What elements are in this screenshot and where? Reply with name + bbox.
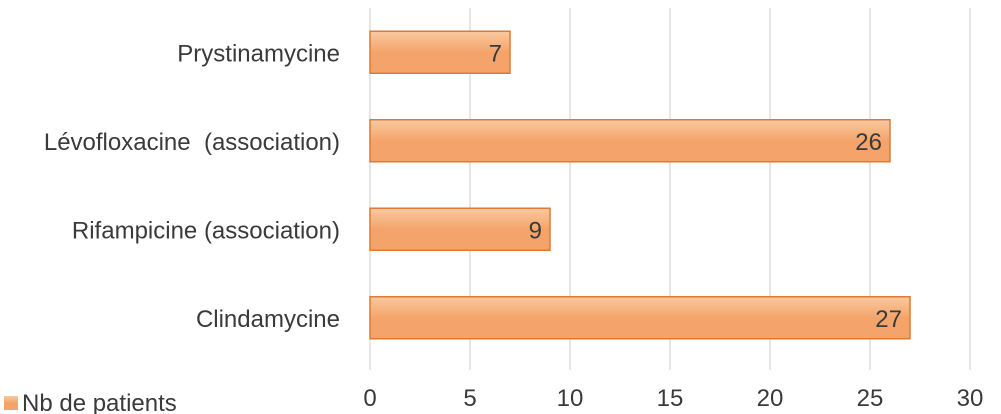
data-label: 27 (875, 306, 902, 333)
bar (369, 207, 551, 251)
legend-label: Nb de patients (22, 390, 177, 414)
bars: 7 26 9 27 (369, 30, 911, 340)
x-tick-label: 0 (363, 385, 376, 412)
x-tick-label: 25 (857, 385, 884, 412)
legend-swatch (4, 396, 18, 410)
bar (369, 119, 891, 163)
x-tick-label: 10 (557, 385, 584, 412)
x-tick-label: 20 (757, 385, 784, 412)
data-label: 7 (489, 40, 502, 67)
bar (369, 30, 511, 74)
bar (369, 296, 911, 340)
x-tick-label: 5 (463, 385, 476, 412)
category-label: Rifampicine (association) (72, 217, 340, 244)
category-label: Prystinamycine (177, 40, 340, 67)
x-axis-tick-labels: 0 5 10 15 20 25 30 (363, 385, 983, 412)
legend: Nb de patients (4, 390, 177, 414)
category-labels: Prystinamycine Lévofloxacine (association… (44, 40, 340, 333)
category-label: Lévofloxacine (association) (44, 129, 340, 156)
x-tick-label: 30 (957, 385, 984, 412)
data-label: 26 (855, 129, 882, 156)
category-label: Clindamycine (196, 306, 340, 333)
x-tick-label: 15 (657, 385, 684, 412)
data-label: 9 (529, 217, 542, 244)
